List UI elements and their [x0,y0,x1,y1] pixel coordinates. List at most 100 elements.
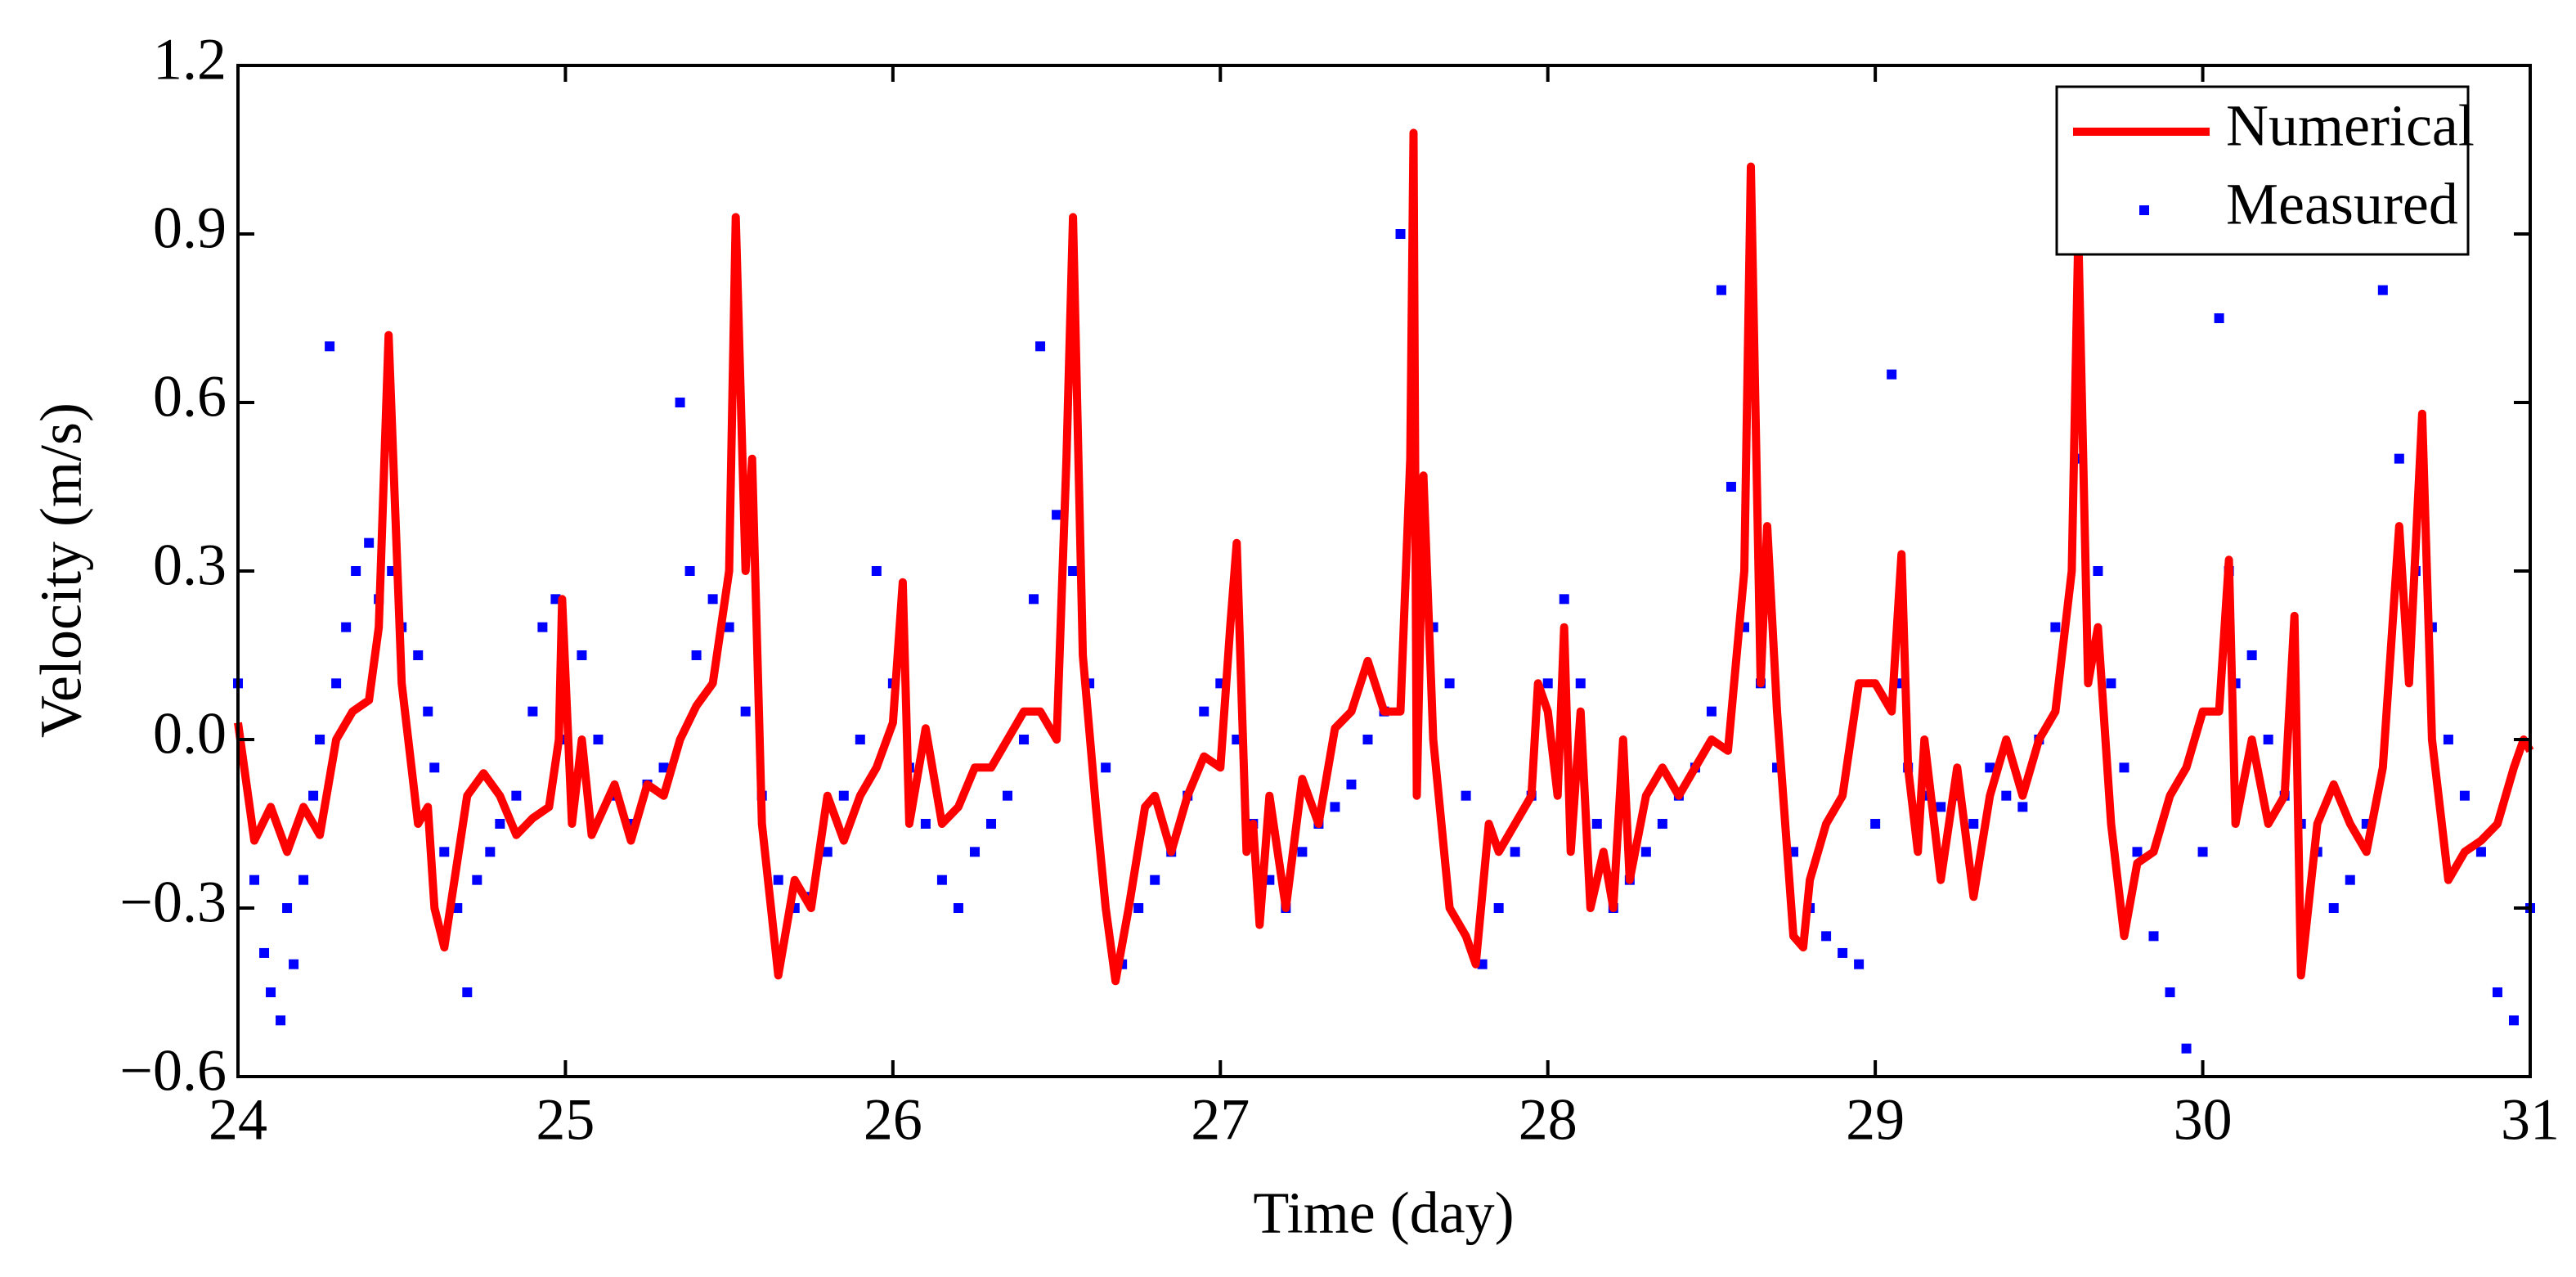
measured-point [439,847,450,857]
measured-point [1591,819,1602,829]
measured-point [724,622,734,632]
x-tick-label: 29 [1846,1087,1905,1153]
measured-point [276,1015,286,1026]
measured-point [1150,875,1160,885]
measured-point [2106,678,2116,689]
measured-point [495,819,505,829]
measured-point [691,650,702,660]
measured-point [1821,931,1832,942]
measured-point [1444,678,1455,689]
measured-point [1493,903,1504,913]
measured-point [1052,510,1062,520]
measured-point [1542,678,1553,689]
measured-point [325,341,335,352]
measured-point [1726,482,1736,492]
measured-point [2165,987,2175,997]
x-tick-label: 28 [1519,1087,1577,1153]
measured-point [2246,650,2257,660]
measured-point [1936,802,1946,812]
measured-point [1461,790,1471,801]
x-tick-label: 27 [1191,1087,1250,1153]
measured-point [341,622,352,632]
measured-point [2017,802,2028,812]
measured-point [1870,819,1881,829]
y-tick-label: 0.3 [153,533,227,598]
measured-point [985,819,996,829]
measured-point [527,706,538,717]
measured-point [1133,903,1144,913]
legend-box [2055,85,2470,256]
measured-point [282,903,293,913]
measured-point [429,762,440,773]
measured-point [2475,847,2486,857]
y-tick-label: 0.6 [153,364,227,429]
measured-point [2001,790,2012,801]
measured-point [2214,313,2224,323]
measured-point [485,847,496,857]
measured-point [707,594,718,605]
measured-point [1362,735,1373,744]
measured-point [1297,847,1308,857]
x-tick-label: 26 [864,1087,922,1153]
measured-point [1330,802,1340,812]
legend-label: Measured [2226,172,2458,237]
measured-point [1101,762,1111,773]
measured-point [1968,819,1979,829]
measured-point [2508,1015,2519,1026]
measured-point [308,790,319,801]
measured-point [452,903,463,913]
measured-point [1985,762,1995,773]
measured-point [2148,931,2159,942]
y-axis-label: Velocity (m/s) [29,402,94,738]
measured-point [511,790,522,801]
measured-point [2394,453,2404,464]
measured-point [773,875,783,885]
measured-point [740,706,751,717]
measured-point [936,875,947,885]
measured-point [1199,706,1209,717]
y-tick-label: −0.6 [119,1038,227,1104]
measured-point [2345,875,2355,885]
legend-marker [2139,205,2149,215]
measured-point [1640,847,1651,857]
measured-point [1887,369,1897,380]
measured-point [2492,987,2502,997]
measured-point [2328,903,2339,913]
measured-point [315,735,325,744]
measured-point [1716,285,1726,295]
measured-point [259,947,270,958]
measured-point [969,847,980,857]
x-tick-label: 31 [2501,1087,2560,1153]
measured-point [364,537,375,548]
measured-point [1346,779,1357,789]
measured-point [1706,706,1717,717]
measured-point [953,903,963,913]
measured-point [2443,735,2453,744]
measured-point [593,735,604,744]
measured-point [1657,819,1667,829]
measured-point [2459,790,2470,801]
legend-label: Numerical [2226,93,2475,159]
x-tick-label: 24 [209,1087,267,1153]
measured-point [675,398,685,407]
measured-point [413,650,424,660]
y-tick-label: 0.9 [153,196,227,261]
measured-point [838,790,849,801]
measured-point [2132,847,2143,857]
measured-point [1838,947,1848,958]
measured-point [1029,594,1039,605]
measured-point [1395,229,1406,239]
measured-point [2377,285,2388,295]
measured-point [855,735,865,744]
measured-point [2263,735,2273,744]
measured-point [2050,622,2061,632]
measured-point [1559,594,1569,605]
measured-point [462,987,473,997]
measured-point [266,987,276,997]
x-tick-label: 30 [2174,1087,2233,1153]
x-axis-label: Time (day) [1253,1180,1514,1246]
measured-point [1019,735,1030,744]
x-tick-label: 25 [536,1087,595,1153]
measured-point [684,566,695,576]
